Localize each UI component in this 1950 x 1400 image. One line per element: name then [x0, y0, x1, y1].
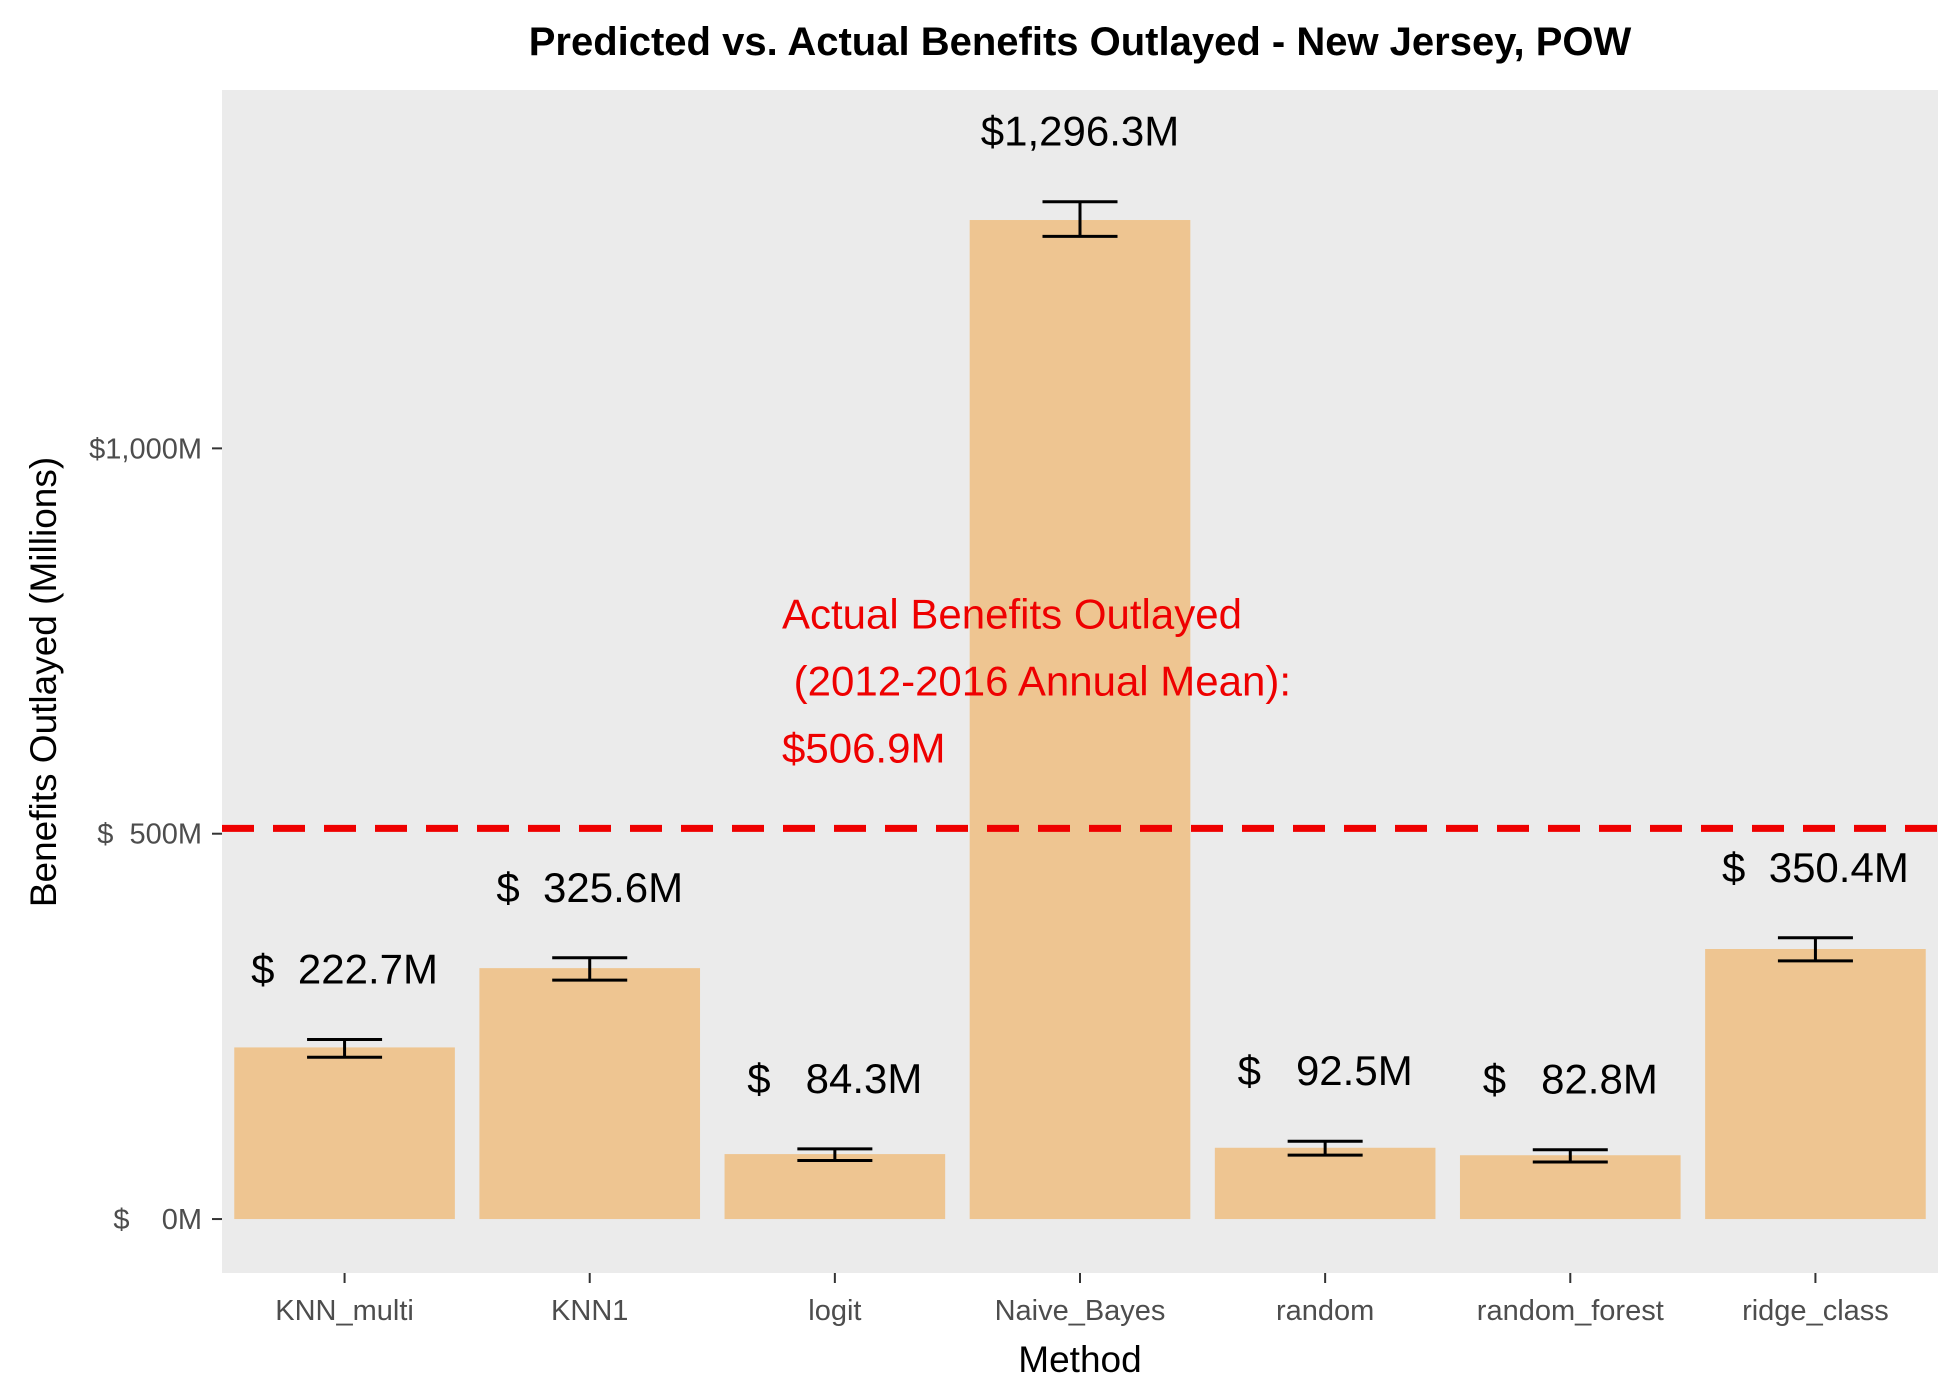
- reference-label-line: $506.9M: [782, 724, 945, 771]
- reference-label-line: (2012-2016 Annual Mean):: [782, 657, 1291, 704]
- reference-label-line: Actual Benefits Outlayed: [782, 590, 1242, 637]
- data-label: $ 92.5M: [1238, 1047, 1413, 1094]
- y-tick-label: $ 500M: [97, 819, 202, 851]
- data-label: $ 82.8M: [1483, 1056, 1658, 1103]
- x-tick-label: KNN1: [551, 1295, 628, 1327]
- y-tick-label: $ 0M: [113, 1204, 202, 1236]
- x-tick-label: random: [1276, 1295, 1374, 1327]
- bar: [1214, 1147, 1436, 1220]
- bar: [1705, 949, 1926, 1220]
- y-tick-label: $1,000M: [89, 433, 202, 465]
- chart-title: Predicted vs. Actual Benefits Outlayed -…: [529, 20, 1632, 64]
- x-tick-label: Naive_Bayes: [995, 1295, 1166, 1327]
- data-label: $ 325.6M: [496, 864, 683, 911]
- x-tick-label: random_forest: [1477, 1295, 1664, 1327]
- bar: [969, 220, 1191, 1220]
- x-tick-label: logit: [808, 1295, 861, 1327]
- data-label: $ 84.3M: [747, 1055, 922, 1102]
- y-axis-title: Benefits Outlayed (Millions): [23, 457, 64, 907]
- x-tick-label: ridge_class: [1742, 1295, 1889, 1327]
- bar: [1459, 1155, 1681, 1220]
- x-tick-label: KNN_multi: [275, 1295, 414, 1327]
- data-label: $1,296.3M: [981, 108, 1179, 155]
- chart-marks: $ 0M $ 500M $1,000M $ 222.7M KNN_multi $ 325.…: [89, 108, 1938, 1327]
- bar: [479, 968, 701, 1220]
- data-label: $ 350.4M: [1722, 844, 1909, 891]
- bar: [724, 1154, 946, 1220]
- bar: [234, 1047, 455, 1220]
- x-axis-title: Method: [1018, 1339, 1141, 1380]
- data-label: $ 222.7M: [251, 945, 438, 992]
